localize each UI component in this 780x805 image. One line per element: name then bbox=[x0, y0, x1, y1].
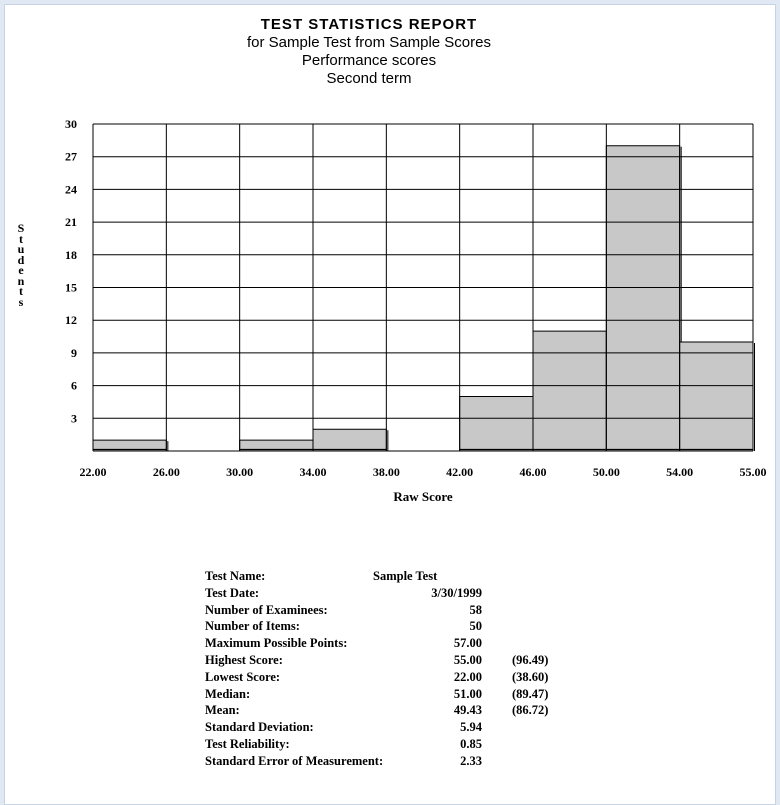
histogram-bar bbox=[606, 145, 680, 452]
stat-label: Test Reliability: bbox=[205, 736, 290, 751]
stat-label: Lowest Score: bbox=[205, 669, 281, 684]
y-axis-label-letter: S bbox=[17, 221, 25, 235]
stat-label: Standard Deviation: bbox=[205, 720, 314, 735]
stat-value: 51.00 bbox=[453, 686, 482, 701]
histogram-bar bbox=[679, 342, 753, 451]
y-tick-label: 12 bbox=[65, 313, 77, 327]
y-axis-label-letter: s bbox=[18, 294, 24, 309]
stat-label: Highest Score: bbox=[205, 652, 283, 667]
stat-percent: (96.49) bbox=[512, 652, 549, 667]
stat-label: Median: bbox=[205, 686, 251, 701]
stat-value: 50 bbox=[469, 619, 483, 634]
y-tick-label: 24 bbox=[65, 182, 77, 196]
x-tick-label: 26.00 bbox=[153, 465, 180, 479]
y-tick-label: 21 bbox=[65, 215, 77, 229]
y-axis-label-letter: t bbox=[19, 231, 23, 246]
stat-value: Sample Test bbox=[373, 569, 438, 583]
y-axis-label-letter: u bbox=[17, 242, 25, 256]
stat-label: Number of Examinees: bbox=[205, 602, 328, 617]
stat-value: 22.00 bbox=[453, 669, 482, 684]
stat-value: 49.43 bbox=[453, 703, 482, 718]
x-tick-label: 50.00 bbox=[593, 465, 620, 479]
stat-percent: (38.60) bbox=[512, 669, 549, 684]
stat-value: 5.94 bbox=[460, 720, 482, 735]
y-tick-label: 3 bbox=[71, 411, 77, 425]
stat-value: 2.33 bbox=[460, 753, 482, 768]
x-tick-label: 30.00 bbox=[226, 465, 253, 479]
stat-label: Number of Items: bbox=[205, 619, 300, 634]
x-axis-label: Raw Score bbox=[393, 489, 453, 504]
histogram-chart: 3 6 9 12 15 18 21 24 27 30 22.00 26.00 30.00 34.00 38.… bbox=[65, 117, 767, 504]
y-axis-label-letter: t bbox=[19, 284, 23, 298]
y-tick-label: 18 bbox=[65, 248, 77, 262]
y-axis-label-letter: e bbox=[18, 263, 24, 277]
histogram-bar bbox=[313, 429, 387, 451]
stat-percent: (86.72) bbox=[512, 703, 549, 718]
report-subtitle-1: for Sample Test from Sample Scores bbox=[247, 34, 491, 51]
x-tick-label: 34.00 bbox=[300, 465, 327, 479]
stat-percent: (89.47) bbox=[512, 686, 549, 701]
y-axis-label-letter: n bbox=[17, 273, 25, 288]
histogram-bar bbox=[533, 331, 607, 451]
stat-value: 0.85 bbox=[460, 736, 482, 751]
y-tick-label: 27 bbox=[65, 150, 77, 164]
stat-label: Test Name: bbox=[205, 569, 266, 583]
stat-label: Standard Error of Measurement: bbox=[205, 753, 384, 768]
x-tick-label: 22.00 bbox=[80, 465, 107, 479]
stat-value: 57.00 bbox=[453, 636, 482, 651]
x-tick-label: 54.00 bbox=[666, 465, 693, 479]
x-tick-label: 46.00 bbox=[520, 465, 547, 479]
stat-label: Maximum Possible Points: bbox=[205, 636, 348, 651]
stat-value: 55.00 bbox=[453, 652, 482, 667]
x-tick-label: 55.00 bbox=[740, 465, 767, 479]
report-subtitle-3: Second term bbox=[326, 70, 412, 87]
report-page: TEST STATISTICS REPORT for Sample Test f… bbox=[4, 4, 776, 805]
y-axis-label-letter: d bbox=[17, 252, 25, 267]
report-header: TEST STATISTICS REPORT for Sample Test f… bbox=[5, 15, 733, 88]
y-tick-label: 9 bbox=[71, 346, 77, 360]
y-tick-label: 6 bbox=[71, 379, 77, 393]
histogram-bar bbox=[93, 440, 167, 451]
report-subtitle-2: Performance scores bbox=[301, 52, 437, 69]
x-tick-label: 42.00 bbox=[446, 465, 473, 479]
report-title: TEST STATISTICS REPORT bbox=[260, 16, 478, 33]
stat-label: Mean: bbox=[205, 703, 240, 718]
histogram-bar bbox=[459, 396, 533, 451]
y-tick-label: 30 bbox=[65, 117, 77, 131]
histogram-bar bbox=[239, 440, 313, 451]
x-tick-label: 38.00 bbox=[373, 465, 400, 479]
stat-label: Test Date: bbox=[205, 585, 260, 600]
stat-value: 58 bbox=[469, 602, 483, 617]
stat-value: 3/30/1999 bbox=[431, 585, 482, 600]
y-tick-label: 15 bbox=[65, 281, 77, 295]
